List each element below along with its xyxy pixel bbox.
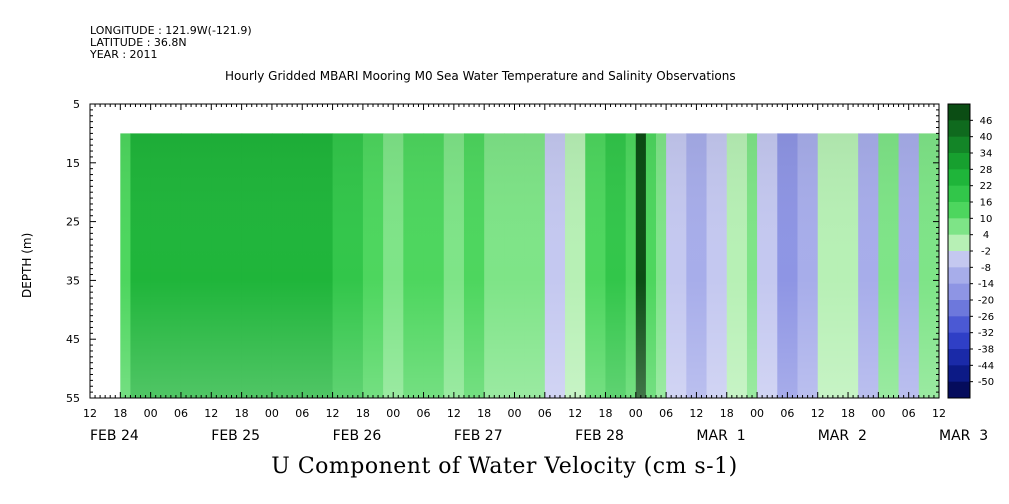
x-day-label: MAR 2	[818, 428, 867, 444]
chart-title: Hourly Gridded MBARI Mooring M0 Sea Wate…	[225, 69, 736, 83]
x-tick-label: 12	[811, 407, 825, 420]
x-tick-label: 06	[659, 407, 673, 420]
colorbar-swatch	[948, 349, 970, 366]
colorbar-swatch	[948, 169, 970, 187]
x-tick-label: 06	[538, 407, 552, 420]
colorbar-swatch	[948, 283, 970, 301]
x-tick-label: 18	[113, 407, 127, 420]
y-tick-label: 5	[73, 98, 80, 111]
colorbar-swatch	[948, 381, 970, 399]
colorbar-label: 4	[983, 230, 989, 241]
x-tick-label: 06	[174, 407, 188, 420]
variable-caption: U Component of Water Velocity (cm s-1)	[271, 454, 738, 479]
x-tick-label: 18	[235, 407, 249, 420]
x-tick-label: 00	[629, 407, 643, 420]
x-tick-label: 18	[477, 407, 491, 420]
y-tick-label: 45	[66, 333, 80, 346]
x-day-label: FEB 26	[333, 428, 382, 444]
colorbar-swatch	[948, 104, 970, 121]
depth-shading	[120, 133, 940, 398]
colorbar-swatch	[948, 300, 970, 317]
colorbar-label: 46	[980, 116, 993, 127]
x-tick-label: 18	[598, 407, 612, 420]
x-day-label: MAR 3	[939, 428, 988, 444]
colorbar-label: -14	[978, 279, 994, 290]
x-tick-label: 18	[720, 407, 734, 420]
y-tick-label: 35	[66, 274, 80, 287]
x-tick-label: 06	[902, 407, 916, 420]
axes: 12 18 00 06 12 18 00 06 12 18 00 06 12 18 00 06 12 18 00 06…	[66, 98, 988, 444]
colorbar-label: -50	[978, 377, 994, 388]
x-tick-label: 12	[204, 407, 218, 420]
colorbar-label: -2	[981, 247, 991, 258]
x-tick-label: 06	[295, 407, 309, 420]
colorbar-label: -44	[978, 361, 994, 372]
x-tick-label: 12	[83, 407, 97, 420]
colorbar-label: -8	[981, 263, 991, 274]
colorbar: 46 40 34 28 22 16 10 4 -2 -8 -14 -20 -26 -32 -38 -44 -50	[947, 103, 994, 399]
colorbar-swatch	[948, 332, 970, 350]
colorbar-swatch	[948, 136, 970, 154]
colorbar-label: 34	[980, 149, 993, 160]
x-day-label: FEB 25	[211, 428, 260, 444]
x-tick-label: 06	[780, 407, 794, 420]
colorbar-label: -20	[978, 296, 994, 307]
y-tick-label: 25	[66, 216, 80, 229]
y-tick-label: 55	[66, 392, 80, 405]
colorbar-label: -38	[978, 345, 994, 356]
colorbar-swatch	[948, 365, 970, 383]
colorbar-swatch	[948, 267, 970, 285]
colorbar-swatch	[948, 218, 970, 236]
colorbar-label: 40	[980, 132, 993, 143]
y-tick-label: 15	[66, 157, 80, 170]
x-day-label: FEB 28	[575, 428, 624, 444]
x-tick-label: 00	[386, 407, 400, 420]
year-label: YEAR : 2011	[90, 48, 158, 61]
x-day-label: MAR 1	[696, 428, 745, 444]
colorbar-label: -26	[978, 312, 994, 323]
colorbar-label: 10	[980, 214, 993, 225]
colorbar-swatch	[948, 153, 970, 170]
colorbar-label: 28	[980, 165, 993, 176]
x-tick-label: 00	[750, 407, 764, 420]
x-day-label: FEB 24	[90, 428, 139, 444]
colorbar-label: -32	[978, 328, 994, 339]
colorbar-swatch	[948, 316, 970, 334]
colorbar-swatch	[948, 185, 970, 203]
x-tick-label: 06	[417, 407, 431, 420]
colorbar-swatch	[948, 251, 970, 268]
colorbar-swatch	[948, 120, 970, 138]
x-tick-label: 00	[265, 407, 279, 420]
plot-area	[120, 133, 940, 398]
longitude-label: LONGITUDE : 121.9W(-121.9)	[90, 24, 252, 37]
x-tick-label: 18	[841, 407, 855, 420]
colorbar-label: 22	[980, 181, 993, 192]
latitude-label: LATITUDE : 36.8N	[90, 36, 187, 49]
colorbar-label: 16	[980, 198, 993, 209]
x-tick-label: 00	[871, 407, 885, 420]
x-day-label: FEB 27	[454, 428, 503, 444]
x-tick-label: 12	[447, 407, 461, 420]
x-tick-label: 00	[144, 407, 158, 420]
x-tick-label: 12	[326, 407, 340, 420]
colorbar-swatch	[948, 234, 970, 252]
x-tick-label: 00	[508, 407, 522, 420]
x-tick-label: 18	[356, 407, 370, 420]
x-tick-label: 12	[932, 407, 946, 420]
x-tick-label: 12	[568, 407, 582, 420]
x-tick-label: 12	[689, 407, 703, 420]
colorbar-swatch	[948, 202, 970, 219]
